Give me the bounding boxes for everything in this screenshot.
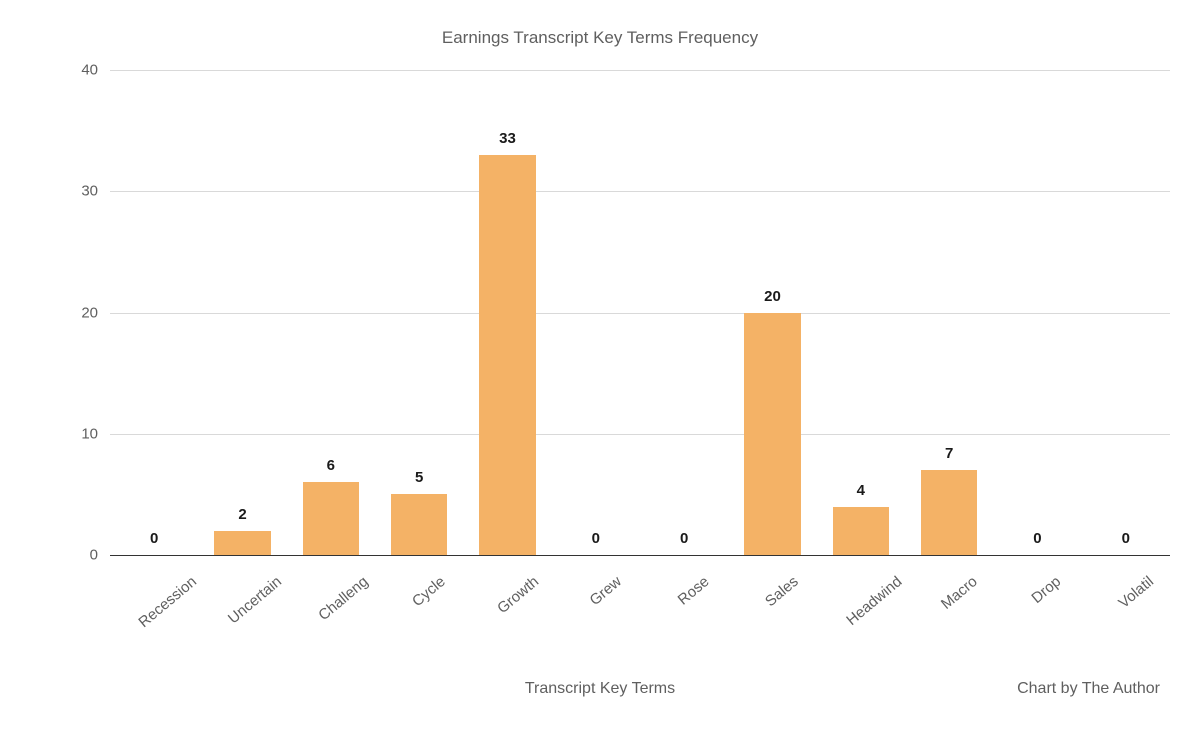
bar-slot: 0Volatil	[1082, 70, 1170, 555]
x-tick-label: Recession	[136, 573, 201, 631]
bar-slot: 0Drop	[993, 70, 1081, 555]
y-tick-label: 20	[81, 304, 98, 321]
chart-title: Earnings Transcript Key Terms Frequency	[0, 28, 1200, 48]
x-tick-label: Grew	[586, 573, 624, 609]
bar	[833, 507, 890, 556]
bar-slot: 0Rose	[640, 70, 728, 555]
x-tick-label: Growth	[495, 573, 543, 617]
bar-value-label: 0	[680, 530, 688, 547]
bar-slot: 33Growth	[463, 70, 551, 555]
bar-value-label: 0	[1033, 530, 1041, 547]
bars-row: 0Recession2Uncertain6Challeng5Cycle33Gro…	[110, 70, 1170, 555]
x-tick-label: Uncertain	[225, 573, 285, 627]
bar-value-label: 6	[327, 457, 335, 474]
bar-slot: 0Recession	[110, 70, 198, 555]
x-axis-line	[110, 555, 1170, 556]
x-tick-label: Drop	[1029, 573, 1065, 607]
bar	[479, 155, 536, 555]
x-tick-label: Challeng	[315, 573, 371, 624]
x-tick-label: Macro	[938, 573, 981, 613]
bar-slot: 20Sales	[728, 70, 816, 555]
bar-slot: 5Cycle	[375, 70, 463, 555]
x-tick-label: Sales	[762, 573, 802, 610]
bar-slot: 7Macro	[905, 70, 993, 555]
bar-slot: 2Uncertain	[198, 70, 286, 555]
bar-slot: 0Grew	[552, 70, 640, 555]
y-tick-label: 10	[81, 425, 98, 442]
x-tick-label: Volatil	[1115, 573, 1157, 612]
bar	[744, 313, 801, 556]
bar	[391, 494, 448, 555]
bar-value-label: 0	[1122, 530, 1130, 547]
chart-credit: Chart by The Author	[1017, 680, 1160, 698]
bar	[214, 531, 271, 555]
y-tick-label: 0	[90, 547, 98, 564]
bar-value-label: 4	[857, 482, 865, 499]
plot-area: 0102030400Recession2Uncertain6Challeng5C…	[110, 70, 1170, 555]
bar-value-label: 33	[499, 130, 516, 147]
chart-container: Earnings Transcript Key Terms Frequency …	[0, 0, 1200, 741]
bar	[921, 470, 978, 555]
bar-slot: 4Headwind	[817, 70, 905, 555]
bar-value-label: 5	[415, 469, 423, 486]
bar-slot: 6Challeng	[287, 70, 375, 555]
bar-value-label: 0	[592, 530, 600, 547]
y-tick-label: 30	[81, 183, 98, 200]
bar-value-label: 0	[150, 530, 158, 547]
bar-value-label: 7	[945, 445, 953, 462]
bar-value-label: 20	[764, 288, 781, 305]
x-tick-label: Headwind	[843, 573, 905, 629]
bar	[303, 482, 360, 555]
y-tick-label: 40	[81, 62, 98, 79]
x-tick-label: Cycle	[409, 573, 449, 610]
x-tick-label: Rose	[675, 573, 713, 609]
bar-value-label: 2	[238, 506, 246, 523]
